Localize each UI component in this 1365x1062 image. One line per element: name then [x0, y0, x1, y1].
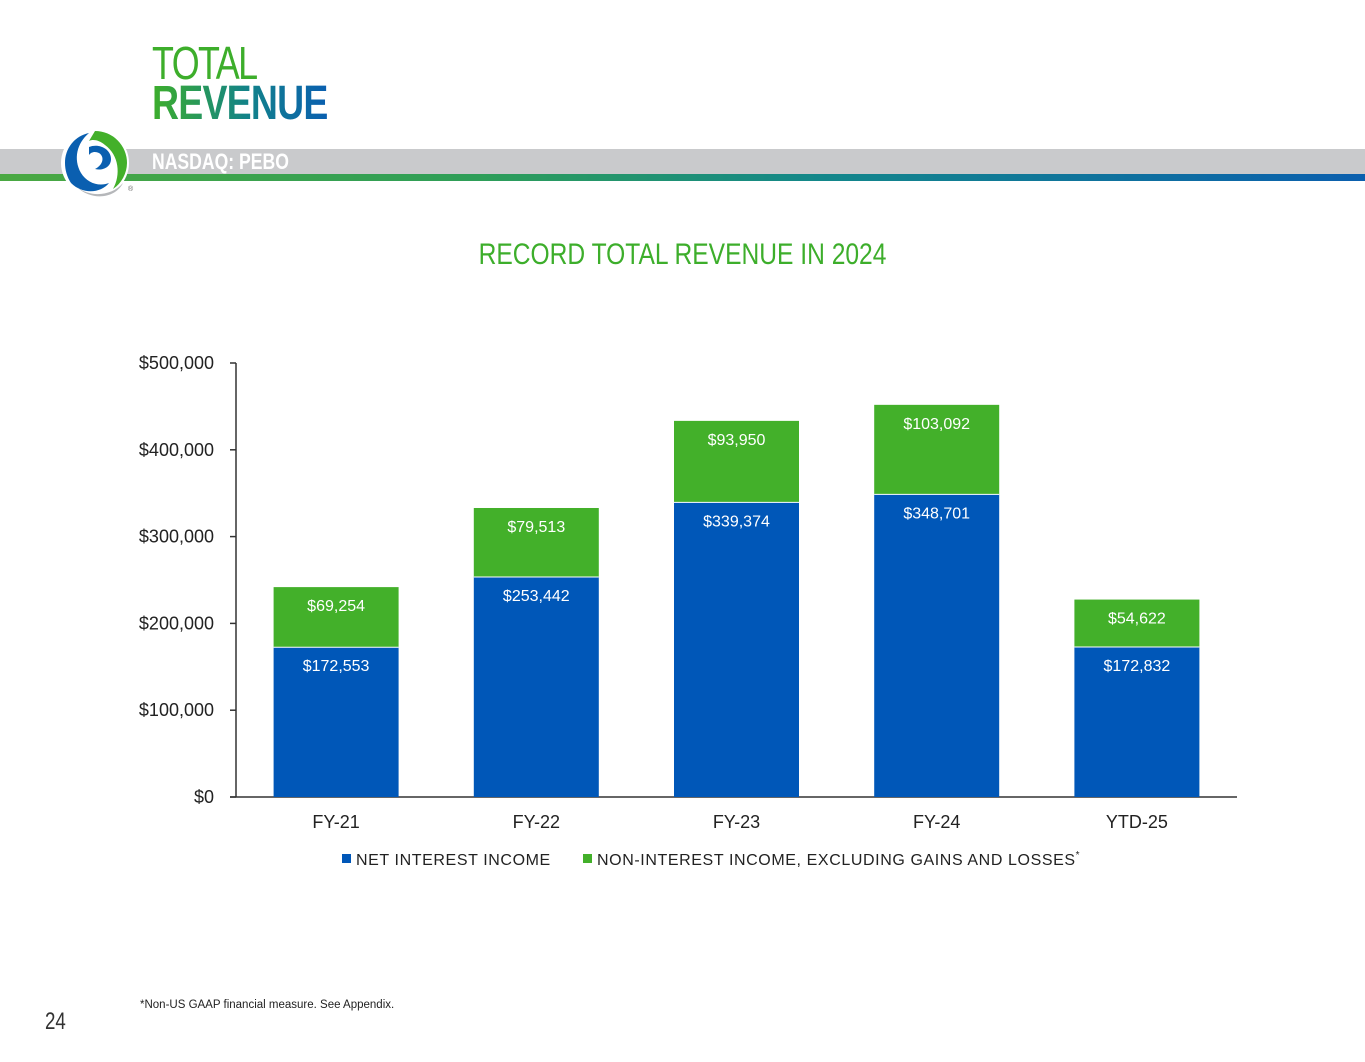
bar-net-interest-fy-24 — [874, 494, 1000, 797]
legend-swatch-non-interest — [583, 854, 592, 863]
x-tick-label: FY-23 — [713, 812, 760, 832]
bar-net-interest-fy-23 — [674, 502, 799, 797]
page-title-line2: REVENUE — [152, 77, 328, 130]
bar-non-interest-fy-24 — [874, 404, 1000, 495]
y-tick-label: $300,000 — [139, 527, 214, 547]
x-tick-label: FY-21 — [312, 812, 359, 832]
bar-non-interest-fy-23 — [674, 420, 799, 503]
data-label: $54,622 — [1108, 611, 1166, 628]
data-label: $172,832 — [1104, 658, 1171, 675]
bar-net-interest-fy-22 — [473, 577, 599, 797]
data-label: $79,513 — [507, 519, 565, 536]
logo-trademark: ® — [128, 185, 134, 193]
data-label: $348,701 — [903, 505, 970, 522]
bar-net-interest-fy-21 — [273, 647, 399, 797]
y-tick-label: $0 — [194, 787, 214, 807]
page-title-line1: TOTAL — [152, 37, 258, 89]
bar-non-interest-ytd-25 — [1074, 599, 1200, 647]
data-label: $253,442 — [503, 588, 570, 605]
legend-footnote-marker: * — [1076, 850, 1081, 861]
y-tick-label: $100,000 — [139, 700, 214, 720]
page-number: 24 — [45, 1008, 66, 1035]
footnote: *Non-US GAAP financial measure. See Appe… — [140, 999, 395, 1011]
bar-net-interest-ytd-25 — [1074, 646, 1200, 797]
data-label: $69,254 — [307, 598, 365, 615]
header-gradient-stripe — [0, 174, 1365, 181]
y-tick-label: $400,000 — [139, 440, 214, 460]
data-label: $93,950 — [708, 432, 766, 449]
x-tick-label: FY-22 — [513, 812, 560, 832]
y-tick-label: $200,000 — [139, 613, 214, 633]
x-tick-label: FY-24 — [913, 812, 960, 832]
data-label: $339,374 — [703, 513, 770, 530]
header-band — [0, 149, 1365, 174]
company-logo-icon: ® — [61, 129, 134, 197]
legend-swatch-net-interest — [342, 854, 351, 863]
x-tick-label: YTD-25 — [1106, 812, 1168, 832]
y-tick-label: $500,000 — [139, 353, 214, 373]
data-label: $103,092 — [903, 416, 970, 433]
legend-label-non-interest: NON-INTEREST INCOME, EXCLUDING GAINS AND… — [597, 850, 1080, 869]
chart-title: RECORD TOTAL REVENUE IN 2024 — [478, 238, 887, 271]
legend-label-net-interest: NET INTEREST INCOME — [356, 852, 551, 869]
bar-non-interest-fy-21 — [273, 587, 399, 648]
ticker-label: NASDAQ: PEBO — [152, 149, 289, 174]
bar-non-interest-fy-22 — [473, 507, 599, 578]
data-label: $172,553 — [303, 658, 370, 675]
